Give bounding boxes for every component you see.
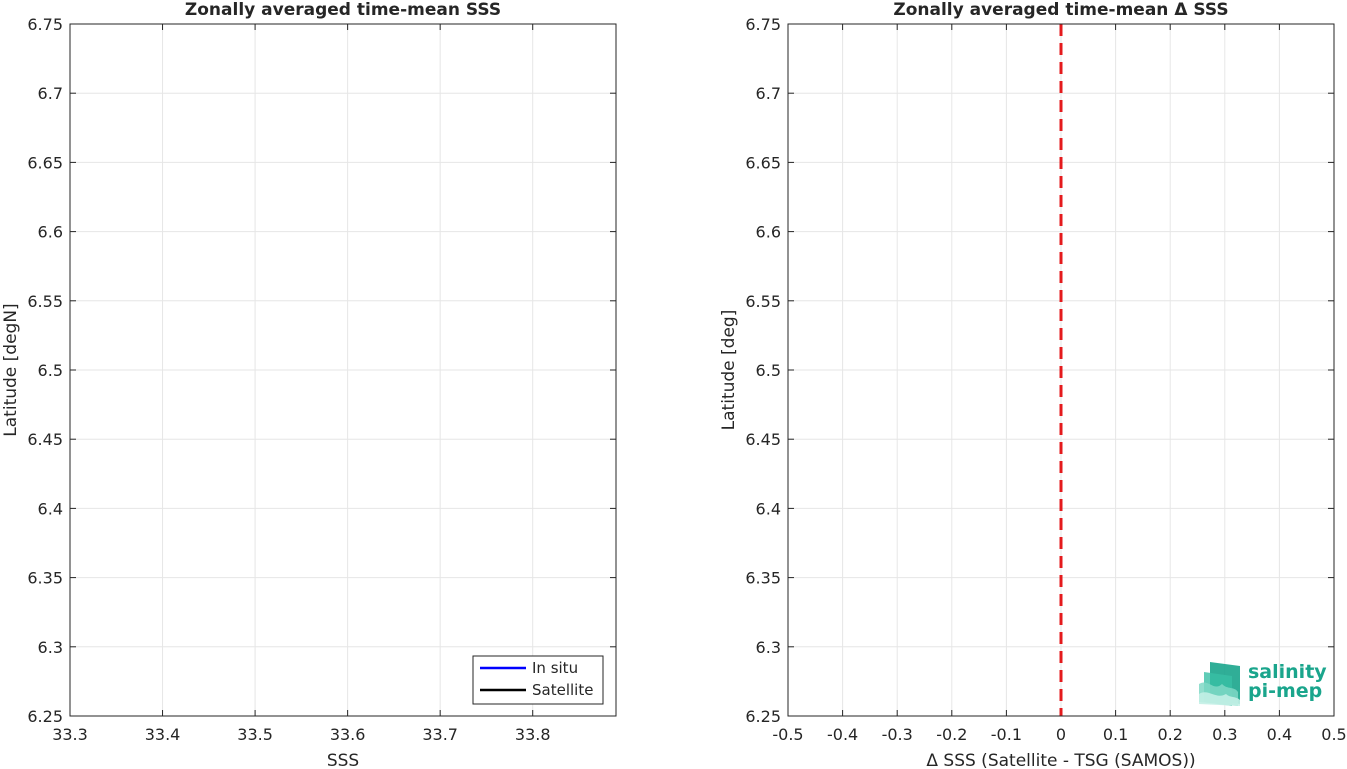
left-y-tick-label: 6.5 <box>38 361 63 380</box>
right-y-tick-label: 6.55 <box>745 292 781 311</box>
left-x-tick-label: 33.5 <box>237 725 273 744</box>
right-x-tick-label: -0.5 <box>772 725 803 744</box>
left-x-tick-label: 33.3 <box>52 725 88 744</box>
salinity-pi-mep-logo: salinity pi-mep <box>1199 661 1327 706</box>
right-x-tick-label: 0.3 <box>1212 725 1237 744</box>
right-y-tick-label: 6.25 <box>745 707 781 726</box>
left-ticks: 33.3 33.4 33.5 33.6 33.7 33.8 6.25 6.3 6.35 6.4 6.… <box>27 15 616 744</box>
legend-box <box>472 655 604 705</box>
left-axes-box <box>69 23 617 717</box>
left-x-tick-label: 33.8 <box>515 725 551 744</box>
right-x-tick-label: -0.3 <box>882 725 913 744</box>
right-x-tick-label: -0.2 <box>936 725 967 744</box>
right-y-tick-label: 6.6 <box>756 223 781 242</box>
left-chart-title: Zonally averaged time-mean SSS <box>185 0 501 20</box>
right-y-tick-label: 6.4 <box>756 499 781 518</box>
left-y-tick-label: 6.45 <box>27 430 63 449</box>
right-y-tick-label: 6.35 <box>745 569 781 588</box>
right-y-tick-label: 6.45 <box>745 430 781 449</box>
left-y-tick-label: 6.65 <box>27 153 63 172</box>
left-grid <box>69 23 616 717</box>
right-x-tick-label: 0.4 <box>1267 725 1292 744</box>
right-panel: -0.5 -0.4 -0.3 -0.2 -0.1 0 0.1 0.2 0.3 0.4 0.5 6.25… <box>719 0 1347 769</box>
legend-in-situ-label: In situ <box>532 659 578 677</box>
left-y-tick-label: 6.6 <box>38 223 63 242</box>
left-y-tick-label: 6.4 <box>38 499 63 518</box>
logo-mark <box>1199 662 1240 706</box>
left-x-tick-label: 33.4 <box>145 725 181 744</box>
right-y-tick-label: 6.65 <box>745 153 781 172</box>
right-x-tick-label: 0 <box>1056 725 1066 744</box>
right-axes-box <box>787 23 1335 717</box>
right-y-tick-label: 6.3 <box>756 638 781 657</box>
legend-satellite-label: Satellite <box>532 681 593 699</box>
right-y-tick-label: 6.7 <box>756 84 781 103</box>
right-ticks: -0.5 -0.4 -0.3 -0.2 -0.1 0 0.1 0.2 0.3 0.4 0.5 6.25… <box>745 15 1346 744</box>
left-x-tick-label: 33.7 <box>422 725 458 744</box>
right-x-axis-label: Δ SSS (Satellite - TSG (SAMOS)) <box>926 751 1195 769</box>
right-x-tick-label: 0.2 <box>1157 725 1182 744</box>
left-x-axis-label: SSS <box>327 751 359 769</box>
left-y-tick-label: 6.75 <box>27 15 63 34</box>
right-x-tick-label: -0.1 <box>991 725 1022 744</box>
left-x-tick-label: 33.6 <box>330 725 366 744</box>
legend: In situ Satellite <box>472 655 604 705</box>
left-y-tick-label: 6.7 <box>38 84 63 103</box>
right-y-tick-label: 6.5 <box>756 361 781 380</box>
left-y-axis-label: Latitude [degN] <box>1 303 21 436</box>
right-y-tick-label: 6.75 <box>745 15 781 34</box>
right-x-tick-label: -0.4 <box>827 725 858 744</box>
left-y-tick-label: 6.35 <box>27 569 63 588</box>
left-panel: 33.3 33.4 33.5 33.6 33.7 33.8 6.25 6.3 6.35 6.4 6.… <box>1 0 617 769</box>
left-y-tick-label: 6.3 <box>38 638 63 657</box>
right-chart-title: Zonally averaged time-mean Δ SSS <box>893 0 1228 20</box>
logo-salinity-text: salinity <box>1248 661 1327 683</box>
left-y-tick-label: 6.25 <box>27 707 63 726</box>
right-x-tick-label: 0.1 <box>1103 725 1128 744</box>
left-y-tick-label: 6.55 <box>27 292 63 311</box>
right-y-axis-label: Latitude [deg] <box>719 310 739 431</box>
right-x-tick-label: 0.5 <box>1321 725 1346 744</box>
logo-pimep-text: pi-mep <box>1248 680 1322 702</box>
